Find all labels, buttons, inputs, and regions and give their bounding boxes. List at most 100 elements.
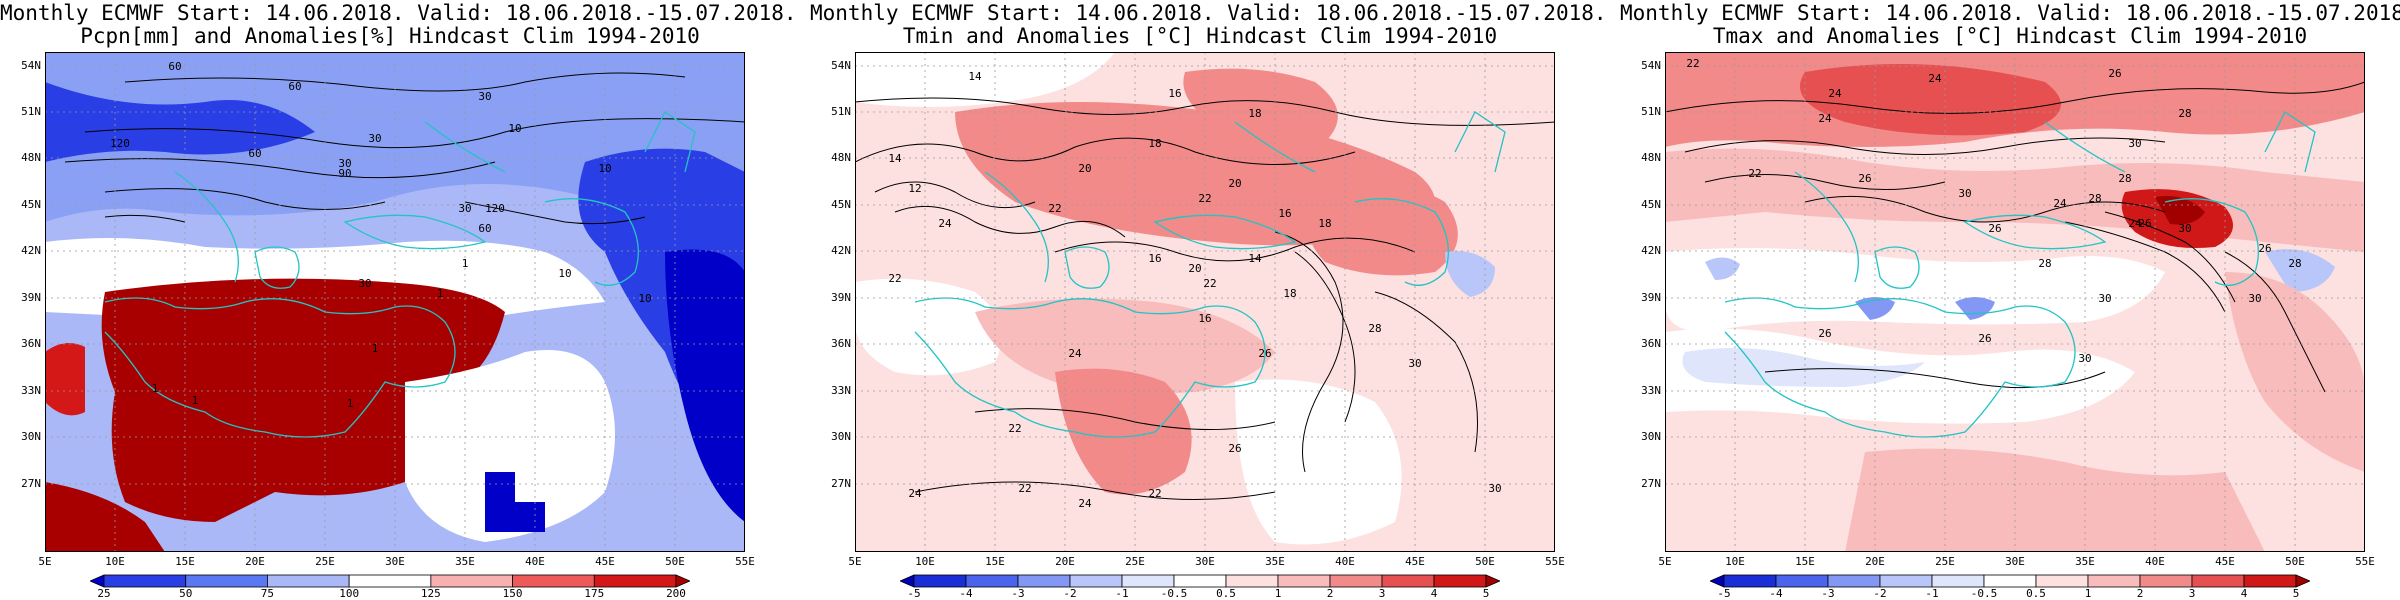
colorbar-tick-label: -2: [1873, 587, 1887, 600]
contour-label: 10: [638, 292, 651, 305]
colorbar-segment: [1173, 574, 1227, 588]
contour-label: 24: [1078, 497, 1092, 510]
tmax-colorbar: -5 -4 -3 -2 -1 -0.5 0.5 1 2 3 4 5: [1710, 574, 2310, 600]
contour-label: 22: [1203, 277, 1216, 290]
precip-map-frame: [45, 52, 745, 552]
longitude-label: 30E: [1195, 555, 1215, 568]
tmin-map-svg: 1416181412182022201618222414162218162022…: [855, 52, 1555, 552]
contour-label: 20: [1188, 262, 1201, 275]
contour-label: 30: [2128, 137, 2141, 150]
contour-label: 24: [2053, 197, 2067, 210]
colorbar-tick-label: 50: [179, 587, 193, 600]
colorbar-segment: [1381, 574, 1435, 588]
colorbar-segment: [2087, 574, 2141, 588]
latitude-label: 48N: [21, 151, 41, 164]
colorbar-tick-label: 175: [584, 587, 605, 600]
tmax-title-line2: Tmax and Anomalies [°C] Hindcast Clim 19…: [1712, 24, 2308, 48]
tmin-north-warm: [1183, 68, 1338, 146]
contour-label: 30: [2098, 292, 2111, 305]
latitude-label: 48N: [1641, 151, 1661, 164]
tmin-northwest-white: [855, 52, 1115, 107]
contour-label: 26: [1228, 442, 1241, 455]
latitude-label: 30N: [1641, 430, 1661, 443]
contour-label: 28: [2038, 257, 2051, 270]
longitude-label: 30E: [2005, 555, 2025, 568]
colorbar-min-triangle: [900, 574, 915, 588]
contour-label: 30: [478, 90, 491, 103]
contour-label: 16: [1168, 87, 1181, 100]
precip-arabia-white: [405, 350, 615, 542]
colorbar-tick-label: 2: [2136, 587, 2144, 600]
contour-label: 28: [2288, 257, 2301, 270]
latitude-label: 33N: [21, 384, 41, 397]
colorbar-segment: [1277, 574, 1331, 588]
contour-label: 28: [2178, 107, 2191, 120]
colorbar-segment: [103, 574, 187, 588]
contour-label: 14: [888, 152, 902, 165]
contour-label: 16: [1148, 252, 1161, 265]
contour-label: 24: [1928, 72, 1942, 85]
colorbar-segment: [965, 574, 1019, 588]
contour-label: 30: [338, 157, 351, 170]
colorbar-segment: [2243, 574, 2297, 588]
colorbar-segment: [1121, 574, 1175, 588]
latitude-label: 39N: [831, 291, 851, 304]
longitude-label: 30E: [385, 555, 405, 568]
latitude-label: 27N: [831, 477, 851, 490]
contour-label: 10: [598, 162, 611, 175]
tmin-contour-labels: 1416181412182022201618222414162218162022…: [888, 70, 1501, 510]
colorbar-segment: [348, 574, 432, 588]
contour-label: 24: [908, 487, 922, 500]
precip-map-svg: 60 60 30 60 90 120 30 30 10 10 120 60 30 1 10 30 1 1 1 1 1 10: [45, 52, 745, 552]
longitude-label: 10E: [105, 555, 125, 568]
tmax-russia-hot: [1800, 64, 2061, 136]
contour-label: 22: [888, 272, 901, 285]
precip-dry-anomaly: [101, 278, 506, 522]
tmax-cool-spot-4: [2265, 249, 2335, 292]
contour-label: 120: [110, 137, 130, 150]
colorbar-segment: [593, 574, 677, 588]
contour-label: 24: [1828, 87, 1842, 100]
precip-africa-red: [45, 482, 165, 552]
colorbar-segment: [1723, 574, 1777, 588]
latitude-label: 51N: [831, 105, 851, 118]
contour-label: 18: [1283, 287, 1296, 300]
latitude-label: 33N: [831, 384, 851, 397]
contour-label: 24: [2128, 217, 2142, 230]
latitude-label: 27N: [21, 477, 41, 490]
colorbar-segment: [430, 574, 513, 588]
contour-label: 90: [338, 167, 351, 180]
colorbar-tick-label: -5: [1717, 587, 1731, 600]
contour-label: 10: [558, 267, 571, 280]
longitude-label: 10E: [915, 555, 935, 568]
contour-label: 60: [168, 60, 181, 73]
contour-label: 120: [485, 202, 505, 215]
precip-map: 60 60 30 60 90 120 30 30 10 10 120 60 30 1 10 30 1 1 1 1 1 10: [45, 52, 745, 552]
colorbar-segment: [2191, 574, 2245, 588]
colorbar-tick-label: -4: [1769, 587, 1783, 600]
contour-label: 22: [1008, 422, 1021, 435]
precip-title-line2: Pcpn[mm] and Anomalies[%] Hindcast Clim …: [80, 24, 700, 48]
contour-label: 1: [152, 382, 159, 395]
colorbar-tick-label: 4: [1430, 587, 1438, 600]
colorbar-segment: [2035, 574, 2089, 588]
tmin-caspian-cool: [1445, 251, 1495, 297]
colorbar-segment: [1017, 574, 1071, 588]
latitude-label: 51N: [1641, 105, 1661, 118]
tmin-med-band: [975, 298, 1275, 394]
longitude-label: 15E: [1795, 555, 1815, 568]
colorbar-segment: [1827, 574, 1881, 588]
contour-label: 26: [2258, 242, 2271, 255]
tmax-panel: Monthly ECMWF Start: 14.06.2018. Valid: …: [1620, 0, 2400, 600]
colorbar-tick-label: -3: [1011, 587, 1025, 600]
contour-label: 26: [1988, 222, 2001, 235]
colorbar-svg: [900, 574, 1500, 588]
contour-label: 22: [1018, 482, 1031, 495]
contour-label: 18: [1248, 107, 1261, 120]
colorbar-tick-label: 75: [260, 587, 275, 600]
latitude-label: 36N: [831, 337, 851, 350]
latitude-label: 54N: [1641, 59, 1661, 72]
colorbar-max-triangle: [675, 574, 690, 588]
tmax-south-warm: [1845, 448, 2265, 552]
colorbar-tick-label: 125: [420, 587, 441, 600]
